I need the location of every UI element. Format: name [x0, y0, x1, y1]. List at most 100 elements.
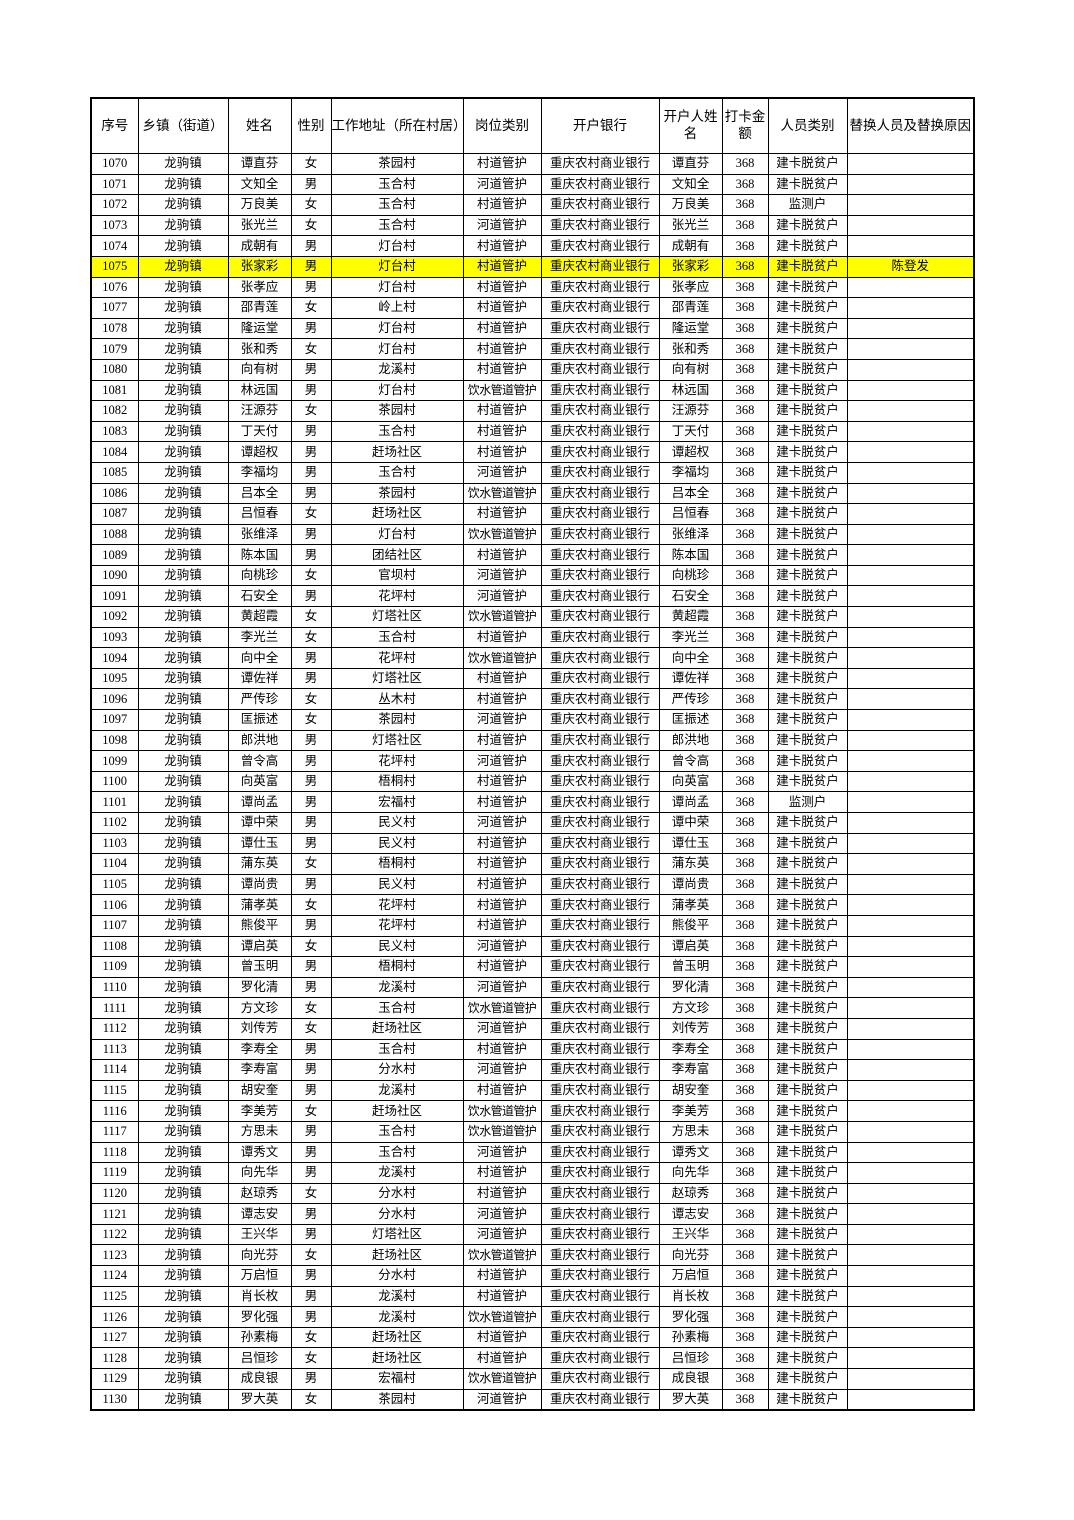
cell-person-type: 建卡脱贫户 — [767, 606, 848, 628]
cell-name: 郎洪地 — [227, 729, 292, 752]
cell-town: 龙驹镇 — [137, 667, 229, 690]
header-person-type: 人员类别 — [767, 97, 848, 154]
cell-name: 谭超权 — [227, 441, 292, 463]
cell-bank: 重庆农村商业银行 — [540, 750, 660, 772]
cell-person-type: 建卡脱贫户 — [767, 503, 848, 525]
cell-amount: 368 — [721, 997, 769, 1019]
cell-gender: 女 — [290, 1326, 332, 1349]
cell-work-address: 赶场社区 — [330, 1326, 464, 1349]
cell-replacement — [846, 1079, 975, 1102]
cell-account-holder: 陈本国 — [658, 544, 723, 566]
cell-name: 匡振述 — [227, 709, 292, 731]
cell-town: 龙驹镇 — [137, 914, 229, 937]
cell-gender: 女 — [290, 709, 332, 731]
cell-work-address: 玉合村 — [330, 461, 464, 484]
cell-person-type: 建卡脱贫户 — [767, 1244, 848, 1267]
cell-replacement — [846, 482, 975, 505]
cell-bank: 重庆农村商业银行 — [540, 1326, 660, 1349]
cell-seq: 1088 — [90, 523, 139, 546]
cell-seq: 1107 — [90, 914, 139, 937]
cell-account-holder: 张孝应 — [658, 276, 723, 299]
cell-work-address: 岭上村 — [330, 297, 464, 319]
cell-town: 龙驹镇 — [137, 1285, 229, 1308]
cell-work-address: 民义村 — [330, 812, 464, 834]
cell-account-holder: 汪源芬 — [658, 400, 723, 422]
cell-amount: 368 — [721, 276, 769, 299]
cell-bank: 重庆农村商业银行 — [540, 379, 660, 402]
cell-bank: 重庆农村商业银行 — [540, 173, 660, 196]
cell-replacement — [846, 379, 975, 402]
cell-name: 李寿富 — [227, 1059, 292, 1081]
cell-replacement — [846, 564, 975, 587]
cell-seq: 1116 — [90, 1100, 139, 1122]
cell-seq: 1092 — [90, 606, 139, 628]
cell-gender: 女 — [290, 153, 332, 175]
cell-replacement — [846, 688, 975, 711]
cell-town: 龙驹镇 — [137, 153, 229, 175]
cell-post-type: 河道管护 — [462, 1141, 542, 1164]
cell-name: 谭志安 — [227, 1203, 292, 1225]
cell-name: 吕本全 — [227, 482, 292, 505]
cell-seq: 1110 — [90, 976, 139, 999]
cell-account-holder: 向桃珍 — [658, 564, 723, 587]
cell-town: 龙驹镇 — [137, 626, 229, 649]
cell-replacement — [846, 400, 975, 422]
cell-account-holder: 刘传芳 — [658, 1017, 723, 1040]
cell-account-holder: 万启恒 — [658, 1265, 723, 1287]
cell-post-type: 饮水管道管护 — [462, 1244, 542, 1267]
cell-name: 孙素梅 — [227, 1326, 292, 1349]
cell-work-address: 茶园村 — [330, 709, 464, 731]
cell-seq: 1090 — [90, 564, 139, 587]
cell-seq: 1097 — [90, 709, 139, 731]
cell-post-type: 村道管护 — [462, 729, 542, 752]
cell-person-type: 建卡脱贫户 — [767, 317, 848, 340]
cell-bank: 重庆农村商业银行 — [540, 1100, 660, 1122]
cell-seq: 1083 — [90, 420, 139, 443]
cell-bank: 重庆农村商业银行 — [540, 276, 660, 299]
cell-bank: 重庆农村商业银行 — [540, 729, 660, 752]
cell-replacement — [846, 1306, 975, 1328]
cell-person-type: 建卡脱贫户 — [767, 770, 848, 793]
cell-seq: 1075 — [90, 255, 139, 278]
cell-work-address: 花坪村 — [330, 750, 464, 772]
cell-post-type: 河道管护 — [462, 709, 542, 731]
cell-work-address: 赶场社区 — [330, 503, 464, 525]
cell-gender: 男 — [290, 461, 332, 484]
cell-seq: 1117 — [90, 1120, 139, 1143]
cell-name: 王兴华 — [227, 1223, 292, 1246]
cell-replacement — [846, 1100, 975, 1122]
cell-gender: 男 — [290, 173, 332, 196]
table-row: 1075 龙驹镇 张家彩男灯台村 村道管护 重庆农村商业银行 张家彩 368 建卡脱贫户 陈登发 — [90, 255, 975, 278]
cell-name: 吕恒春 — [227, 503, 292, 525]
cell-seq: 1103 — [90, 832, 139, 855]
cell-town: 龙驹镇 — [137, 853, 229, 875]
cell-bank: 重庆农村商业银行 — [540, 1017, 660, 1040]
cell-town: 龙驹镇 — [137, 214, 229, 237]
cell-replacement — [846, 420, 975, 443]
cell-name: 邵青莲 — [227, 297, 292, 319]
cell-post-type: 饮水管道管护 — [462, 997, 542, 1019]
cell-amount: 368 — [721, 564, 769, 587]
cell-replacement — [846, 1244, 975, 1267]
cell-gender: 男 — [290, 812, 332, 834]
cell-replacement — [846, 338, 975, 360]
cell-account-holder: 李光兰 — [658, 626, 723, 649]
cell-replacement — [846, 647, 975, 669]
cell-bank: 重庆农村商业银行 — [540, 194, 660, 216]
cell-replacement — [846, 853, 975, 875]
table-row: 1083 龙驹镇 丁天付男玉合村 村道管护 重庆农村商业银行 丁天付 368 建卡脱贫户 — [90, 420, 975, 443]
cell-work-address: 赶场社区 — [330, 1347, 464, 1370]
cell-replacement — [846, 358, 975, 381]
header-amount: 打卡金额 — [721, 97, 769, 154]
cell-seq: 1070 — [90, 153, 139, 175]
cell-account-holder: 丁天付 — [658, 420, 723, 443]
table-row: 1117 龙驹镇 方思未男玉合村 饮水管道管护 重庆农村商业银行 方思未 368 建卡脱贫户 — [90, 1120, 975, 1143]
cell-amount: 368 — [721, 235, 769, 257]
cell-person-type: 建卡脱贫户 — [767, 235, 848, 257]
cell-town: 龙驹镇 — [137, 441, 229, 463]
cell-work-address: 龙溪村 — [330, 1285, 464, 1308]
cell-bank: 重庆农村商业银行 — [540, 1223, 660, 1246]
cell-person-type: 建卡脱贫户 — [767, 914, 848, 937]
cell-post-type: 村道管护 — [462, 1038, 542, 1061]
cell-amount: 368 — [721, 894, 769, 916]
